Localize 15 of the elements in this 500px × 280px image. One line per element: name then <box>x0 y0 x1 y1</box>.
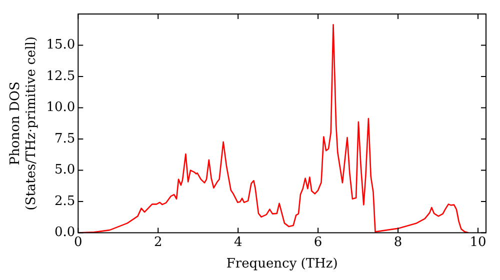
x-tick-label: 8 <box>394 234 402 250</box>
y-tick-label: 5.0 <box>54 162 76 178</box>
y-tick-label: 0.0 <box>54 225 76 240</box>
y-tick-label: 15.0 <box>46 38 76 53</box>
y-axis-title: Phonon DOS (States/THz·primitive cell) <box>8 36 39 210</box>
x-tick-label: 6 <box>314 234 322 250</box>
x-axis-title: Frequency (THz) <box>226 256 338 272</box>
y-tick-label: 12.5 <box>46 68 76 84</box>
x-tick-label: 2 <box>154 234 162 250</box>
y-tick-label: 2.5 <box>54 194 76 209</box>
x-tick-label: 4 <box>234 234 242 250</box>
x-tick-label: 0 <box>74 234 82 250</box>
y-tick-label: 10.0 <box>46 100 76 116</box>
x-tick-label: 10 <box>470 234 486 250</box>
y-tick-label: 7.5 <box>54 131 76 146</box>
